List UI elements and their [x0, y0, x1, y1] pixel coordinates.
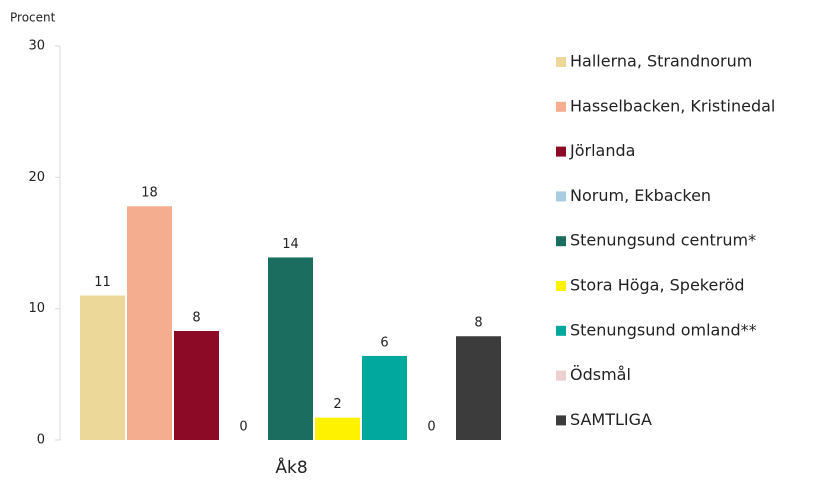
y-tick-label: 20: [28, 170, 45, 185]
legend-label: Norum, Ekbacken: [570, 186, 711, 205]
legend-label: Stora Höga, Spekeröd: [570, 276, 745, 295]
legend-label: Stenungsund omland**: [570, 320, 757, 339]
x-tick-label: Åk8: [275, 456, 307, 478]
legend-swatch: [556, 57, 566, 67]
bar: [80, 295, 125, 440]
legend-swatch: [556, 101, 566, 112]
legend-swatch: [556, 415, 566, 426]
value-label: 6: [380, 335, 388, 350]
bar: [362, 355, 407, 440]
bar: [268, 257, 313, 440]
legend-swatch: [556, 325, 566, 336]
value-label: 18: [141, 186, 158, 201]
legend-label: Hallerna, Strandnorum: [570, 52, 752, 71]
legend-swatch: [556, 281, 566, 291]
legend-label: SAMTLIGA: [570, 410, 652, 429]
legend-label: Hasselbacken, Kristinedal: [570, 96, 775, 115]
bar: [315, 417, 360, 440]
bar: [456, 336, 501, 440]
legend-swatch: [556, 191, 566, 202]
legend-swatch: [556, 370, 566, 381]
y-tick-label: 10: [28, 301, 45, 316]
value-label: 0: [427, 420, 435, 435]
value-label: 0: [239, 420, 247, 435]
bar: [174, 330, 219, 440]
value-label: 2: [333, 397, 341, 412]
y-tick-label: 0: [37, 433, 45, 448]
legend-swatch: [556, 146, 566, 157]
value-label: 14: [282, 237, 299, 252]
value-label: 8: [192, 310, 200, 325]
legend-label: Stenungsund centrum*: [570, 231, 756, 250]
legend-label: Ödsmål: [570, 365, 631, 384]
y-tick-label: 30: [28, 39, 45, 54]
y-axis-label: Procent: [10, 11, 56, 25]
bar: [127, 206, 172, 440]
value-label: 8: [474, 316, 482, 331]
value-label: 11: [94, 275, 111, 290]
legend-swatch: [556, 236, 566, 247]
legend-label: Jörlanda: [569, 141, 635, 160]
